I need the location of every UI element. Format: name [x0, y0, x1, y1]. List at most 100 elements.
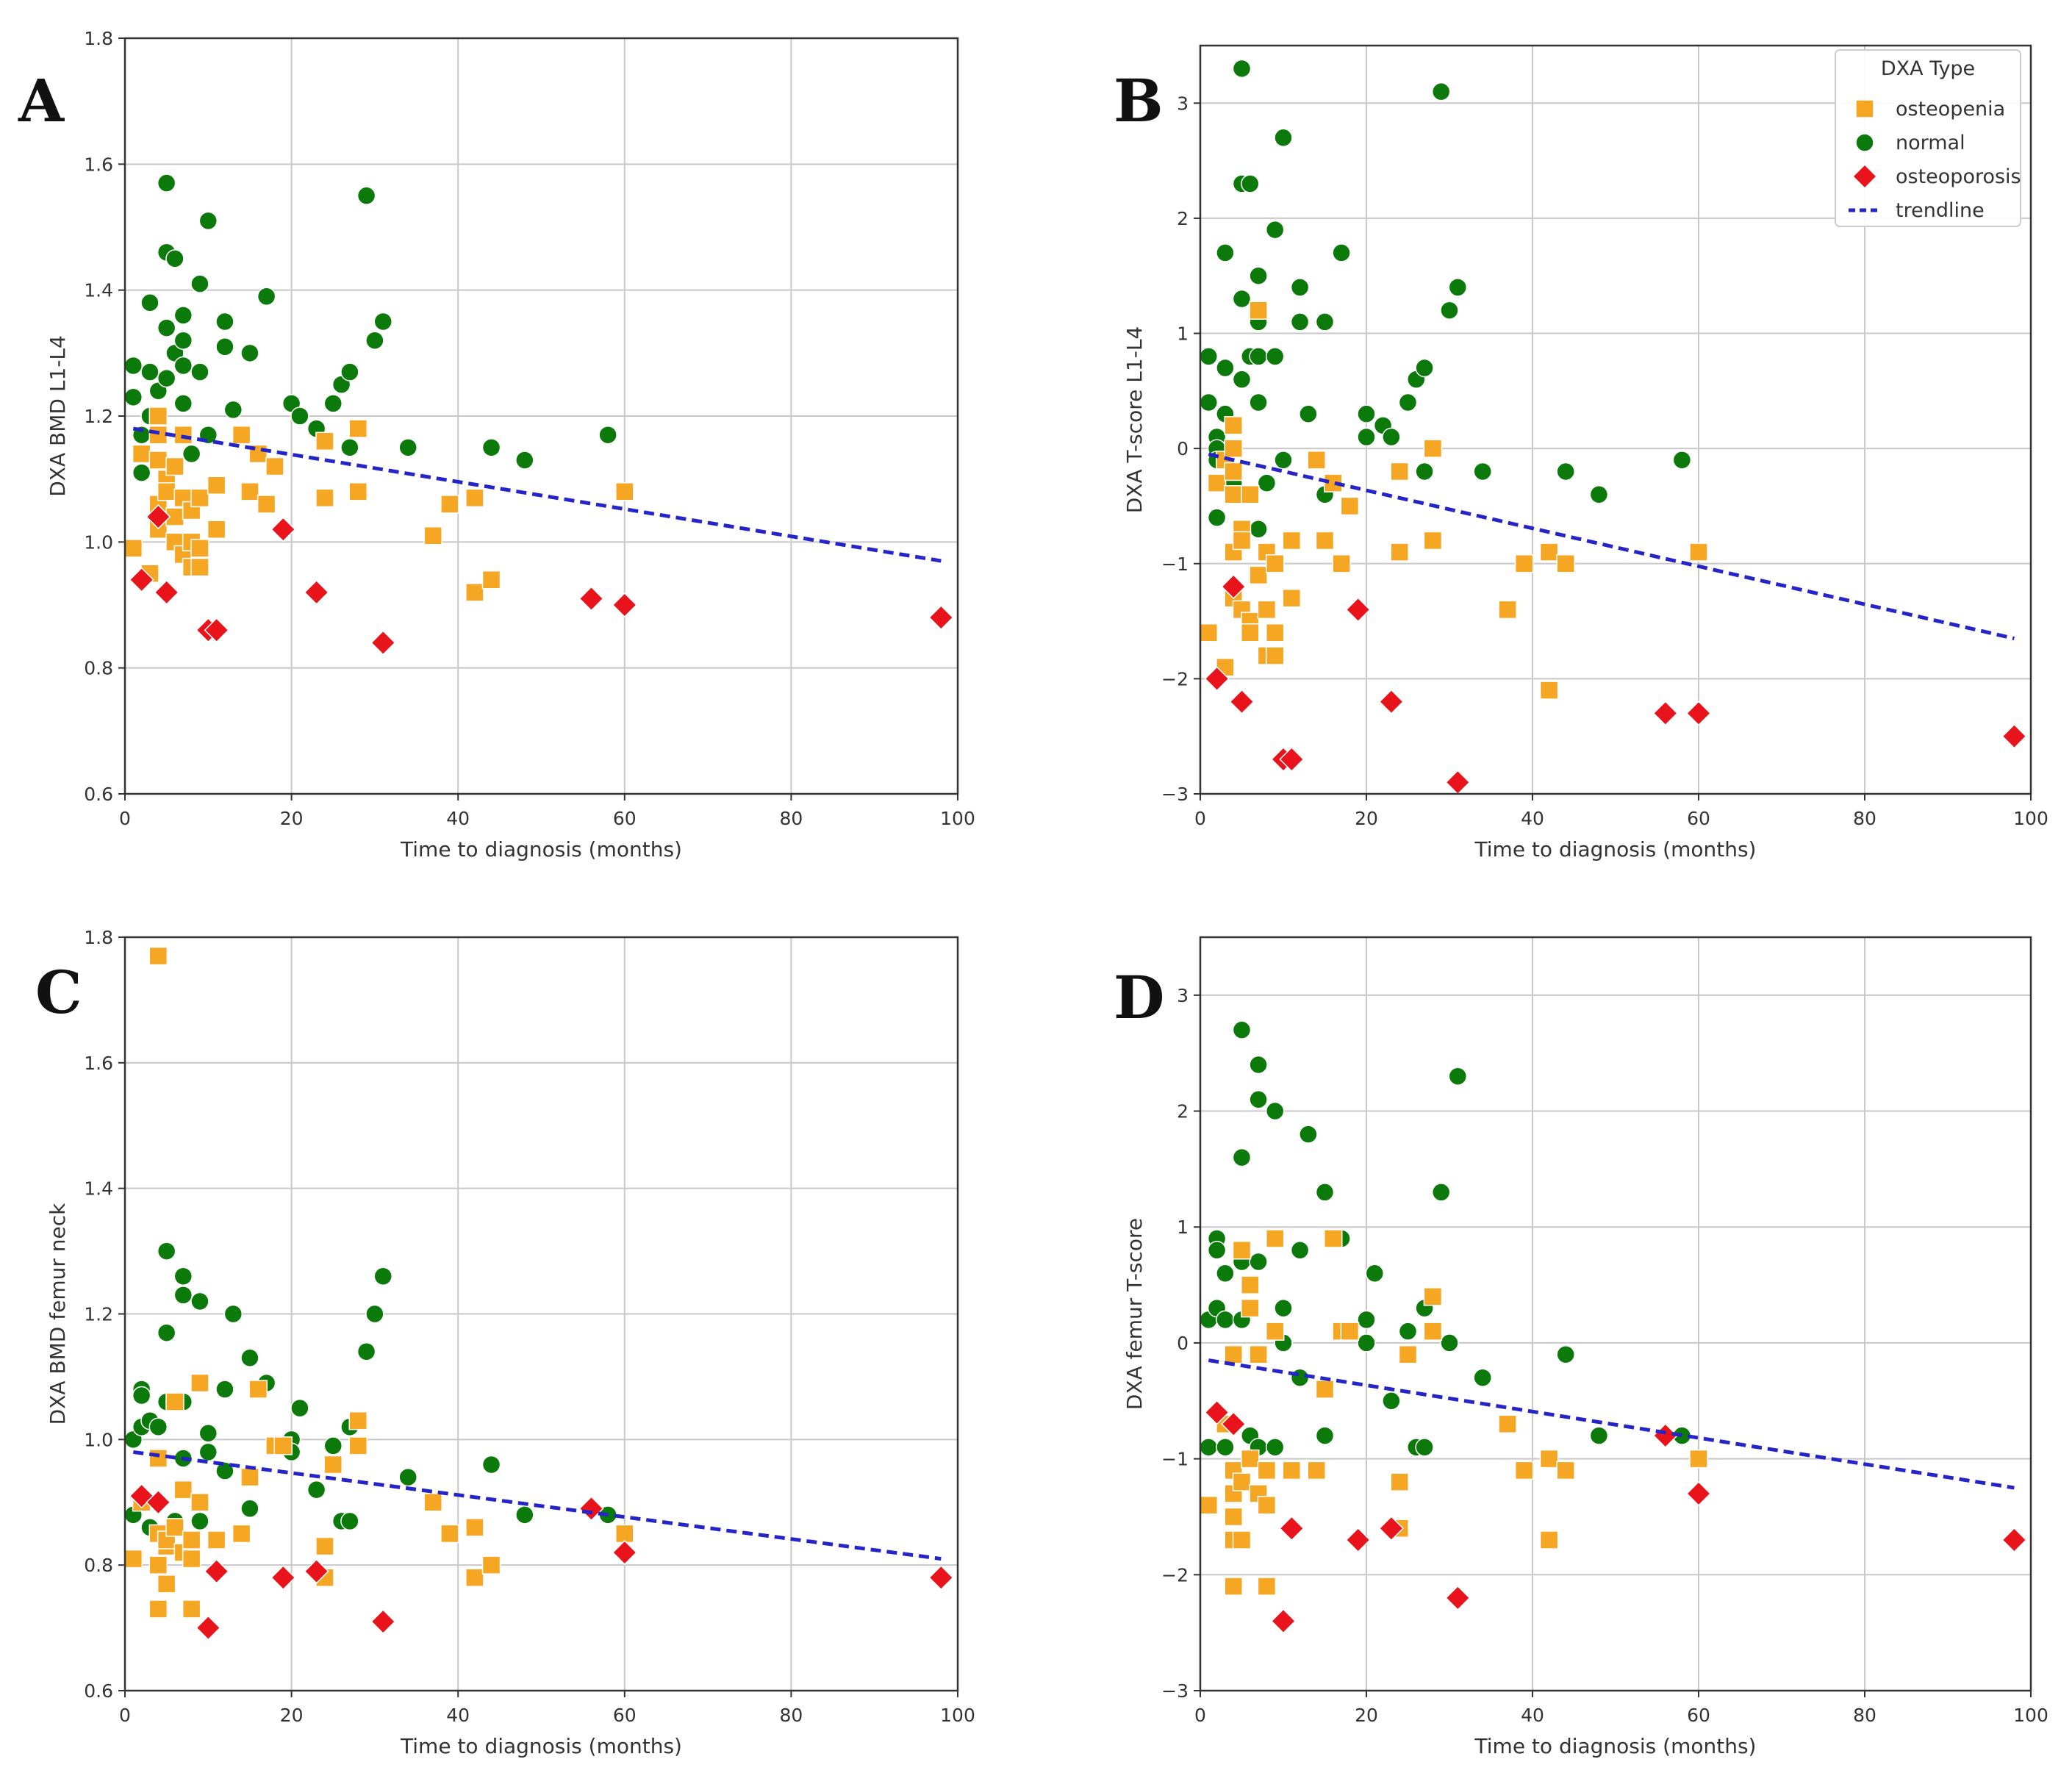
osteopenia-point — [423, 1493, 442, 1512]
normal-point — [132, 1386, 151, 1405]
normal-point — [157, 173, 176, 193]
osteopenia-point — [348, 419, 368, 438]
osteopenia-point — [148, 1555, 168, 1575]
x-tick-label: 40 — [1521, 1705, 1544, 1726]
normal-point — [198, 1424, 218, 1443]
osteoporosis-point — [129, 567, 154, 592]
normal-point — [1357, 427, 1376, 447]
y-tick-label: −2 — [1161, 1564, 1189, 1586]
normal-point — [323, 394, 343, 413]
normal-point — [1448, 1067, 1468, 1086]
normal-point — [481, 1455, 501, 1475]
osteopenia-point — [315, 1536, 334, 1556]
normal-point — [1265, 220, 1285, 240]
panel-letter-b: B — [1114, 66, 1164, 135]
osteoporosis-point — [1221, 1411, 1247, 1437]
osteopenia-point — [323, 1455, 343, 1475]
osteoporosis-point — [1229, 689, 1255, 714]
x-axis-label: Time to diagnosis (months) — [1474, 837, 1757, 861]
y-tick-label: 1.2 — [84, 1304, 113, 1325]
osteopenia-point — [1232, 1530, 1252, 1550]
osteoporosis-point — [578, 586, 604, 612]
osteopenia-point — [148, 451, 168, 470]
osteopenia-point — [481, 1555, 501, 1575]
osteopenia-point — [207, 476, 226, 495]
trendline — [1208, 452, 2015, 641]
normal-point — [1216, 243, 1235, 262]
osteopenia-point — [1423, 1322, 1443, 1341]
y-tick-label: 1.8 — [84, 927, 113, 948]
normal-point — [340, 438, 359, 457]
osteopenia-point — [348, 1411, 368, 1430]
osteopenia-point — [232, 1524, 251, 1544]
normal-point — [240, 1499, 259, 1519]
normal-point — [1332, 243, 1351, 262]
normal-point — [365, 331, 384, 350]
osteopenia-point — [1249, 301, 1268, 320]
normal-point — [1431, 1183, 1451, 1202]
y-tick-label: 3 — [1177, 93, 1189, 114]
normal-point — [356, 186, 376, 205]
osteopenia-point — [1332, 554, 1351, 573]
osteopenia-point — [1241, 623, 1260, 642]
normal-point — [1315, 1426, 1335, 1445]
y-tick-label: 2 — [1177, 1101, 1189, 1122]
osteopenia-point — [190, 539, 209, 558]
osteopenia-point — [440, 1524, 459, 1544]
x-tick-label: 60 — [613, 1705, 637, 1726]
osteoporosis-point — [612, 592, 637, 618]
normal-point — [1299, 1125, 1318, 1144]
normal-point — [148, 1417, 168, 1436]
osteopenia-point — [182, 1549, 201, 1569]
normal-point — [1199, 1438, 1219, 1457]
osteopenia-point — [315, 431, 334, 451]
osteoporosis-point — [612, 1540, 637, 1566]
osteopenia-point — [1249, 1344, 1268, 1364]
osteopenia-point — [190, 1373, 209, 1393]
panel-b-chart: 0 20 40 60 80 100 −3 −2 −1 0 1 2 3 Time to diagnosis … — [1122, 44, 2048, 861]
normal-point — [1315, 1183, 1335, 1202]
normal-point — [132, 463, 151, 482]
normal-point — [1232, 1147, 1252, 1167]
osteopenia-point — [1423, 439, 1443, 458]
normal-point — [1398, 393, 1418, 412]
y-tick-label: 1.4 — [84, 1178, 113, 1200]
osteopenia-point — [190, 488, 209, 508]
osteopenia-point — [615, 1524, 634, 1544]
normal-point — [1199, 393, 1219, 412]
osteopenia-point — [1241, 1275, 1260, 1294]
y-tick-label: −1 — [1161, 1449, 1189, 1470]
y-tick-label: 1 — [1177, 323, 1189, 345]
normal-point — [173, 356, 193, 376]
normal-point — [1299, 404, 1318, 423]
normal-point — [157, 1323, 176, 1342]
osteopenia-point — [1556, 1461, 1575, 1480]
y-tick-label: −2 — [1161, 668, 1189, 689]
osteopenia-point — [1224, 416, 1243, 435]
osteoporosis-point — [304, 1558, 329, 1584]
x-tick-label: 0 — [1194, 1705, 1206, 1726]
osteopenia-point — [1539, 542, 1559, 562]
normal-point — [1249, 393, 1268, 412]
normal-point — [1249, 1055, 1268, 1075]
osteopenia-point — [1539, 681, 1559, 700]
normal-point — [1589, 485, 1609, 504]
osteopenia-point — [348, 482, 368, 501]
osteopenia-point — [1224, 1577, 1243, 1596]
panel-a-chart: 0 20 40 60 80 100 0.6 0.8 1.0 1.2 1.4 1.6 1.8 Time to… — [46, 28, 975, 861]
osteoporosis-point — [154, 579, 179, 605]
normal-point — [140, 293, 159, 312]
osteopenia-point — [1224, 1344, 1243, 1364]
normal-point — [173, 1267, 193, 1286]
plot-frame — [1199, 936, 2032, 1692]
legend-label-normal: normal — [1896, 132, 1965, 154]
osteopenia-point — [1207, 473, 1227, 492]
normal-point — [1415, 358, 1434, 378]
osteopenia-point — [1224, 439, 1243, 458]
normal-point — [1249, 520, 1268, 539]
x-tick-label: 20 — [280, 1705, 304, 1726]
normal-point — [1365, 1264, 1385, 1283]
normal-point — [1448, 278, 1468, 297]
osteopenia-point — [1257, 600, 1277, 620]
